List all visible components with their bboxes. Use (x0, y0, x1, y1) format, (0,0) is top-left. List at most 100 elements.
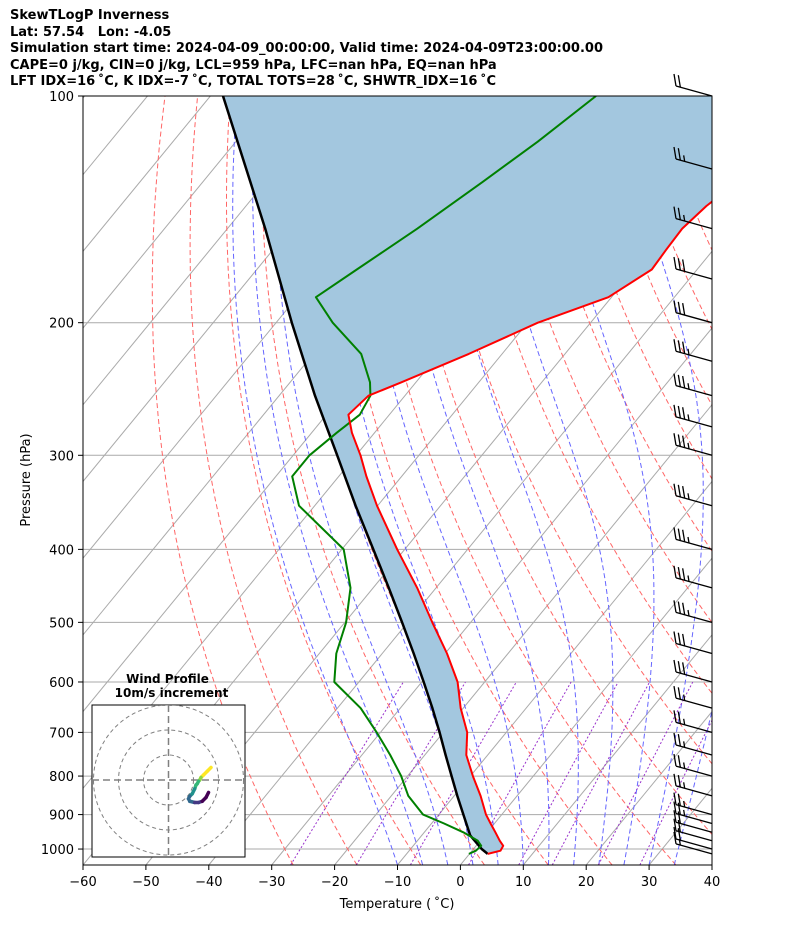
wind-barb-flag (682, 602, 686, 615)
wind-barb-staff (675, 821, 713, 833)
wind-profile-ring (93, 705, 244, 856)
wind-barb-flag (673, 810, 677, 823)
wind-barb-flag (677, 793, 681, 806)
wind-barb-staff (675, 744, 713, 756)
mixing-ratio-line (639, 719, 712, 865)
isotherm-line (775, 96, 794, 865)
wind-barb-flag (682, 341, 686, 354)
wind-barb-flag (683, 741, 686, 748)
mixing-ratio-line (551, 681, 651, 865)
wind-barb (673, 631, 713, 655)
dry-adiabat (719, 96, 794, 865)
wind-barb-staff (675, 350, 713, 362)
wind-barb (673, 659, 713, 683)
wind-barb-flag (677, 566, 681, 580)
wind-barb (673, 73, 713, 97)
wind-barb-flag (683, 718, 686, 725)
wind-barb-flag (673, 373, 677, 386)
y-tick-label: 600 (49, 676, 74, 691)
dewpoint-profile-line (291, 96, 597, 855)
dry-adiabat (261, 96, 485, 865)
wind-barb-flag (683, 214, 686, 222)
wind-barb-flag (677, 301, 681, 314)
wind-barb (673, 710, 713, 734)
wind-barb-flag (682, 302, 686, 316)
wind-barb (673, 792, 713, 816)
isotherm-line (271, 327, 712, 865)
moist-adiabat (476, 96, 614, 865)
wind-barb (673, 433, 713, 456)
wind-barb-flag (682, 259, 686, 272)
wind-barb-staff (675, 671, 713, 683)
x-tick-label: −50 (132, 875, 159, 890)
wind-barb (673, 686, 713, 709)
dry-adiabat (685, 96, 712, 169)
wind-barb-flag (677, 819, 681, 833)
wind-barb-flag (682, 633, 686, 647)
cape-line: CAPE=0 j/kg, CIN=0 j/kg, LCL=959 hPa, LF… (10, 57, 497, 73)
wind-barb (673, 753, 713, 777)
wind-barb-flag (673, 659, 677, 673)
y-tick-label: 400 (49, 543, 74, 558)
wind-barb-flag (673, 146, 677, 160)
dry-adiabat (752, 96, 794, 865)
wind-barb (673, 404, 713, 428)
x-tick-label: −30 (258, 875, 285, 890)
axes: −60 −50 −40 −30 −20 −10 0 10 20 30 40 100 200 300 400 5… (41, 90, 720, 890)
time-line: Simulation start time: 2024-04-09_00:00:… (10, 41, 603, 56)
wind-profile-subtitle: 10m/s increment (115, 686, 229, 700)
cin-fill-area (223, 96, 712, 853)
wind-barb-flag (677, 374, 681, 387)
wind-barb-flag (682, 529, 686, 542)
wind-barb (673, 773, 713, 797)
wind-barb-flag (673, 565, 677, 579)
wind-barb-flag (677, 528, 681, 541)
wind-barb-flag (683, 800, 686, 808)
wind-barb-flag (677, 405, 681, 419)
wind-barb-flag (687, 383, 690, 390)
wind-barb-staff (675, 830, 713, 842)
dry-adiabat (555, 96, 712, 480)
wind-barb-flag (683, 809, 686, 817)
wind-barb-flag (673, 339, 677, 352)
wind-barb-flag (677, 828, 681, 841)
wind-barb-flag (673, 826, 677, 840)
wind-barb-staff (675, 312, 713, 324)
wind-barb-flag (673, 831, 677, 845)
wind-barb-flag (673, 710, 677, 723)
isotherm-line (397, 480, 712, 865)
wind-barb-flag (673, 792, 677, 805)
wind-barb (673, 732, 713, 756)
wind-barb (673, 339, 713, 362)
moist-adiabat (352, 96, 524, 865)
wind-barb-flag (673, 404, 677, 417)
y-tick-label: 1000 (41, 843, 74, 858)
wind-barb-staff (675, 697, 713, 709)
moist-adiabat (273, 96, 449, 865)
wind-barb-flag (673, 527, 677, 540)
wind-barb (673, 527, 713, 551)
wind-barb-flag (682, 375, 686, 389)
wind-barb-flag (682, 662, 686, 675)
dry-adiabat (189, 96, 358, 865)
x-tick-label: 30 (641, 875, 658, 890)
isotherm-line (83, 96, 274, 329)
wind-barb-staff (675, 268, 713, 280)
wind-barb-flag (683, 155, 686, 162)
mixing-ratio-line (597, 681, 694, 865)
wind-barb-flag (673, 300, 677, 313)
wind-barb-staff (675, 495, 713, 507)
indices-line: LFT IDX=16 ˚C, K IDX=-7 ˚C, TOTAL TOTS=2… (10, 74, 497, 89)
isotherm-line (711, 864, 712, 865)
cin-region (223, 96, 712, 853)
x-axis-label: Temperature ( ˚C) (339, 896, 455, 912)
wind-barb (673, 146, 713, 170)
isotherm-line (460, 557, 712, 865)
wind-barb-flag (677, 75, 681, 88)
y-tick-label: 900 (49, 809, 74, 824)
wind-barb-flag (683, 694, 686, 701)
wind-barb-flag (673, 631, 677, 644)
wind-barb-flag (682, 486, 686, 499)
wind-barb-flag (682, 568, 686, 581)
wind-barb-flag (673, 600, 677, 613)
